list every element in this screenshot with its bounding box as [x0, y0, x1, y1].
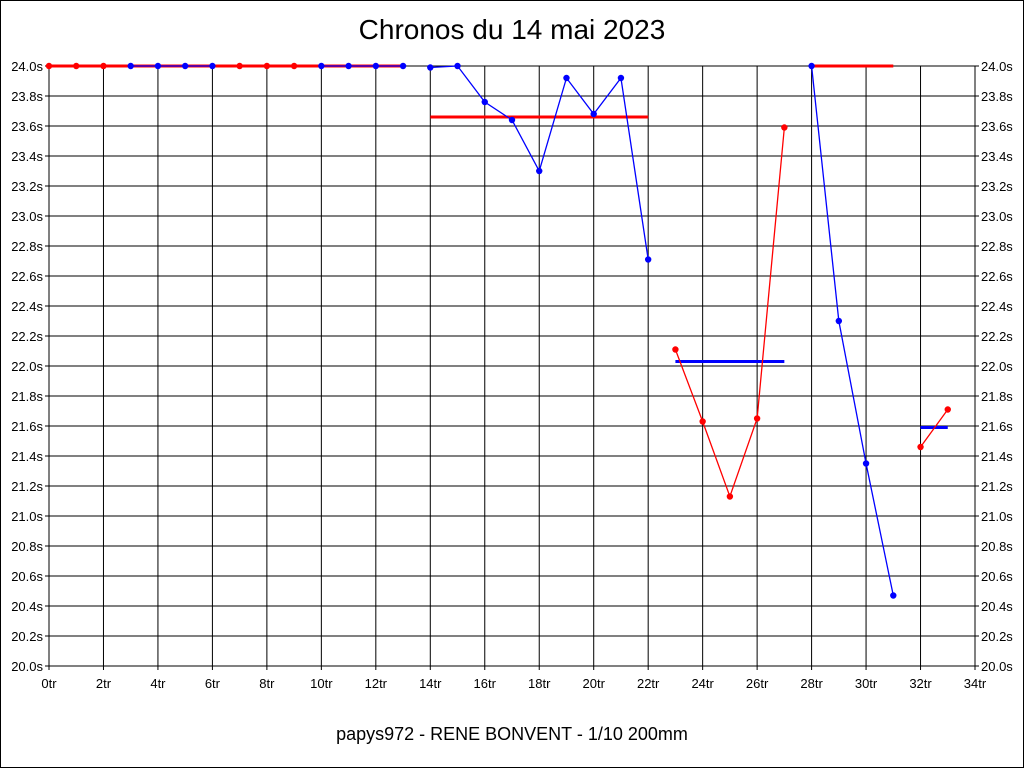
x-tick-label: 28tr — [800, 676, 823, 691]
x-tick-label: 6tr — [205, 676, 221, 691]
y-tick-label-right: 23.0s — [981, 209, 1013, 224]
y-tick-label-right: 22.4s — [981, 299, 1013, 314]
y-tick-label-right: 22.2s — [981, 329, 1013, 344]
y-tick-label-left: 21.6s — [11, 419, 43, 434]
data-point — [263, 62, 271, 70]
data-point — [917, 443, 924, 451]
data-point — [481, 98, 488, 106]
y-tick-label-left: 21.4s — [11, 449, 43, 464]
y-tick-label-left: 23.8s — [11, 89, 43, 104]
data-point — [617, 74, 625, 82]
y-tick-label-right: 20.4s — [981, 599, 1013, 614]
data-point — [427, 64, 434, 71]
y-tick-label-left: 20.2s — [11, 629, 43, 644]
data-point — [127, 62, 134, 70]
x-tick-label: 2tr — [96, 676, 112, 691]
x-tick-label: 20tr — [583, 676, 606, 691]
y-tick-label-right: 20.6s — [981, 569, 1013, 584]
x-tick-label: 10tr — [310, 676, 333, 691]
y-tick-label-left: 20.6s — [11, 569, 43, 584]
y-tick-label-right: 23.2s — [981, 179, 1013, 194]
y-tick-label-right: 21.8s — [981, 389, 1013, 404]
data-point — [590, 110, 597, 118]
y-tick-label-right: 22.0s — [981, 359, 1013, 374]
y-tick-label-right: 20.8s — [981, 539, 1013, 554]
y-tick-label-left: 23.6s — [11, 119, 43, 134]
data-point — [508, 116, 516, 124]
data-point — [644, 256, 652, 263]
y-tick-label-left: 23.2s — [11, 179, 43, 194]
x-tick-label: 32tr — [909, 676, 932, 691]
x-tick-label: 12tr — [365, 676, 388, 691]
y-tick-label-left: 23.0s — [11, 209, 43, 224]
data-point — [699, 418, 706, 425]
y-tick-label-left: 20.0s — [11, 659, 43, 674]
y-tick-label-left: 22.0s — [11, 359, 43, 374]
data-point — [73, 62, 80, 70]
data-point — [753, 415, 761, 422]
y-tick-label-right: 21.2s — [981, 479, 1013, 494]
y-tick-label-left: 23.4s — [11, 149, 43, 164]
y-tick-label-left: 21.0s — [11, 509, 43, 524]
data-point — [563, 74, 570, 82]
y-tick-label-right: 23.8s — [981, 89, 1013, 104]
y-tick-label-left: 21.8s — [11, 389, 43, 404]
y-tick-label-right: 22.8s — [981, 239, 1013, 254]
x-tick-label: 18tr — [528, 676, 551, 691]
data-point — [372, 62, 380, 70]
y-tick-label-right: 24.0s — [981, 59, 1013, 74]
data-point — [672, 346, 679, 353]
data-point — [944, 406, 951, 413]
data-point — [45, 62, 53, 70]
y-tick-label-left: 20.8s — [11, 539, 43, 554]
x-tick-label: 14tr — [419, 676, 442, 691]
chart-title: Chronos du 14 mai 2023 — [358, 14, 666, 45]
data-point — [726, 493, 734, 500]
y-tick-label-right: 21.6s — [981, 419, 1013, 434]
data-point — [536, 167, 543, 175]
x-tick-label: 30tr — [855, 676, 878, 691]
y-tick-label-right: 21.0s — [981, 509, 1013, 524]
y-tick-label-left: 22.4s — [11, 299, 43, 314]
y-tick-label-left: 24.0s — [11, 59, 43, 74]
data-point — [835, 317, 843, 325]
data-point — [781, 124, 788, 131]
y-tick-label-left: 22.8s — [11, 239, 43, 254]
data-point — [181, 62, 189, 70]
x-tick-label: 16tr — [474, 676, 497, 691]
x-tick-label: 24tr — [691, 676, 714, 691]
x-tick-label: 22tr — [637, 676, 660, 691]
data-point — [399, 62, 407, 70]
data-point — [290, 62, 298, 70]
data-point — [862, 460, 870, 467]
data-point — [808, 62, 815, 70]
y-tick-label-right: 23.4s — [981, 149, 1013, 164]
y-tick-label-left: 22.6s — [11, 269, 43, 284]
y-tick-label-right: 21.4s — [981, 449, 1013, 464]
data-point — [345, 62, 352, 70]
series-line — [810, 65, 894, 596]
x-tick-label: 8tr — [259, 676, 275, 691]
y-tick-label-right: 20.2s — [981, 629, 1013, 644]
y-tick-label-right: 22.6s — [981, 269, 1013, 284]
data-point — [154, 62, 162, 70]
y-tick-label-left: 20.4s — [11, 599, 43, 614]
data-point — [209, 62, 216, 70]
data-point — [100, 62, 107, 70]
x-tick-label: 4tr — [150, 676, 166, 691]
chart-subtitle: papys972 - RENE BONVENT - 1/10 200mm — [336, 724, 688, 744]
series-line — [920, 409, 949, 448]
x-tick-label: 26tr — [746, 676, 769, 691]
data-point — [236, 62, 243, 70]
x-tick-label: 0tr — [41, 676, 57, 691]
data-point — [318, 62, 325, 70]
y-tick-label-left: 21.2s — [11, 479, 43, 494]
x-tick-label: 34tr — [964, 676, 987, 691]
data-point — [454, 62, 461, 70]
data-point — [890, 592, 897, 599]
y-tick-label-right: 20.0s — [981, 659, 1013, 674]
y-tick-label-left: 22.2s — [11, 329, 43, 344]
y-tick-label-right: 23.6s — [981, 119, 1013, 134]
